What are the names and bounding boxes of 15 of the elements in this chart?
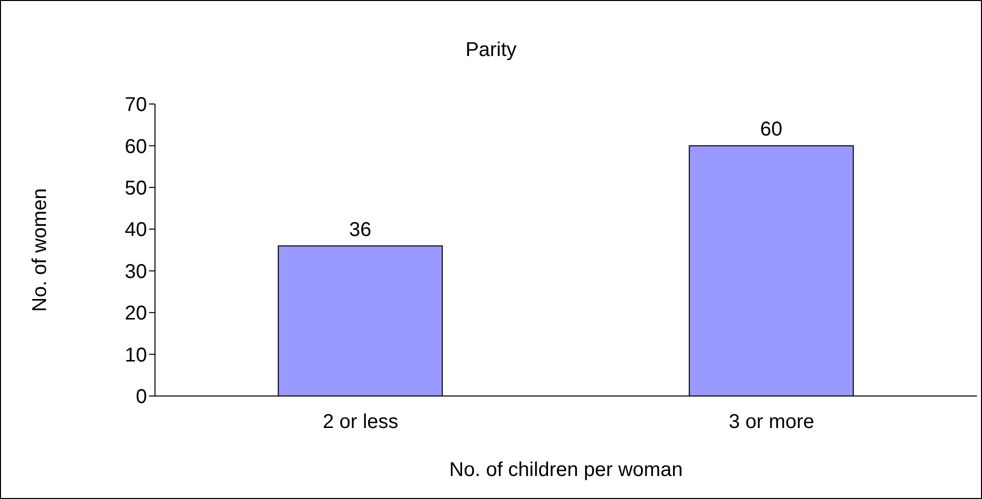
y-tick-label: 30 [124,260,147,283]
y-tick-label: 20 [124,302,147,325]
data-label: 60 [760,118,782,141]
y-tick-label: 10 [124,344,147,366]
x-axis-title: No. of children per woman [449,459,683,481]
y-tick-label: 60 [124,136,147,158]
y-tick-label: 40 [124,219,147,242]
y-tick-label: 70 [124,94,147,116]
x-tick-label: 3 or more [728,411,814,434]
chart-title: Parity [464,39,518,62]
data-label: 36 [349,218,372,241]
y-tick-label: 50 [124,178,147,200]
y-axis-title: No. of women [29,188,52,312]
y-tick-label: 0 [136,386,147,408]
x-tick-label: 2 or less [322,411,398,434]
